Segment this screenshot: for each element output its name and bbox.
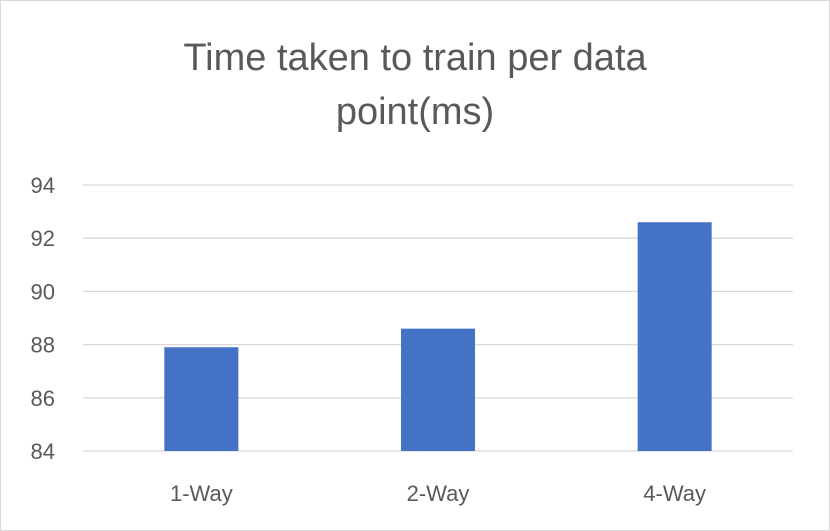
bar-4-way: [637, 222, 712, 451]
bar-1-way: [164, 347, 239, 451]
y-tick-label: 86: [31, 386, 55, 411]
y-tick-label: 88: [31, 333, 55, 358]
y-tick-label: 92: [31, 226, 55, 251]
chart-title: Time taken to train per data point(ms): [183, 37, 647, 133]
x-tick-label: 1-Way: [170, 481, 233, 506]
y-tick-label: 94: [31, 173, 55, 198]
bar-2-way: [401, 328, 475, 451]
x-tick-label: 2-Way: [407, 481, 470, 506]
x-tick-label: 4-Way: [643, 481, 706, 506]
y-tick-label: 84: [31, 439, 55, 464]
y-tick-label: 90: [31, 279, 55, 304]
